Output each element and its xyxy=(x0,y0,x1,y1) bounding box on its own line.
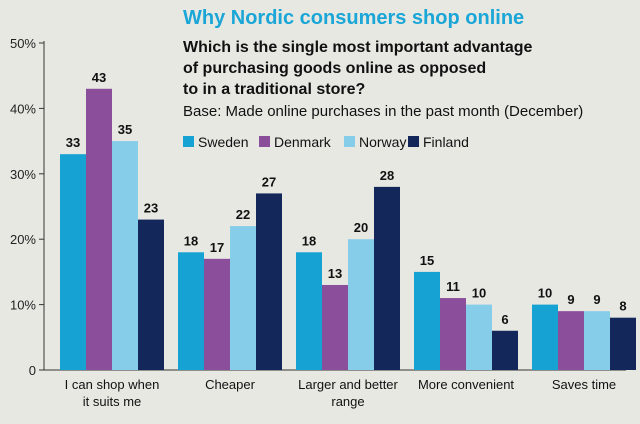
bar-finland-4 xyxy=(610,317,636,370)
value-label-norway-1: 22 xyxy=(236,207,250,222)
legend-swatch-denmark xyxy=(259,136,270,147)
value-label-finland-3: 6 xyxy=(501,312,508,327)
bar-sweden-0 xyxy=(60,154,86,370)
bar-sweden-1 xyxy=(178,252,204,370)
legend-label-finland: Finland xyxy=(423,134,469,150)
legend-swatch-sweden xyxy=(183,136,194,147)
y-tick-label: 10% xyxy=(10,298,36,313)
chart-base-note: Base: Made online purchases in the past … xyxy=(183,103,583,120)
bar-finland-1 xyxy=(256,193,282,370)
category-label-0: it suits me xyxy=(83,394,142,409)
bar-norway-4 xyxy=(584,311,610,370)
legend-swatch-norway xyxy=(344,136,355,147)
x-axis-labels: I can shop when it suits me Cheaper Larger … xyxy=(65,377,617,409)
y-tick-label: 50% xyxy=(10,36,36,51)
value-label-finland-0: 23 xyxy=(144,201,158,216)
value-label-sweden-3: 15 xyxy=(420,253,434,268)
bar-denmark-2 xyxy=(322,284,348,370)
bar-finland-0 xyxy=(138,219,164,370)
y-tick-label: 20% xyxy=(10,232,36,247)
category-label-3: More convenient xyxy=(418,377,514,392)
y-tick-label: 30% xyxy=(10,167,36,182)
value-label-denmark-4: 9 xyxy=(567,292,574,307)
legend-label-sweden: Sweden xyxy=(198,134,249,150)
category-label-2: Larger and better xyxy=(298,377,398,392)
value-label-finland-1: 27 xyxy=(262,174,276,189)
bar-sweden-4 xyxy=(532,304,558,370)
legend-label-denmark: Denmark xyxy=(274,134,332,150)
category-label-2: range xyxy=(331,394,364,409)
value-label-norway-2: 20 xyxy=(354,220,368,235)
bar-denmark-3 xyxy=(440,298,466,370)
bar-sweden-3 xyxy=(414,271,440,370)
value-label-norway-0: 35 xyxy=(118,122,132,137)
value-label-denmark-3: 11 xyxy=(446,279,460,294)
category-label-4: Saves time xyxy=(552,377,616,392)
category-label-1: Cheaper xyxy=(205,377,256,392)
value-label-denmark-1: 17 xyxy=(210,240,224,255)
value-label-sweden-2: 18 xyxy=(302,233,316,248)
chart-question-line-2: of purchasing goods online as opposed xyxy=(183,60,486,77)
category-label-0: I can shop when xyxy=(65,377,160,392)
value-label-denmark-2: 13 xyxy=(328,266,342,281)
bar-sweden-2 xyxy=(296,252,322,370)
chart-title: Why Nordic consumers shop online xyxy=(183,7,524,29)
value-label-denmark-0: 43 xyxy=(92,70,106,85)
legend: Sweden Denmark Norway Finland xyxy=(183,134,469,150)
y-tick-label: 0 xyxy=(29,363,36,378)
bar-finland-2 xyxy=(374,186,400,370)
chart-question-line-1: Which is the single most important advan… xyxy=(183,39,532,56)
value-label-norway-4: 9 xyxy=(593,292,600,307)
bar-norway-2 xyxy=(348,239,374,370)
bar-denmark-0 xyxy=(86,88,112,370)
bar-denmark-1 xyxy=(204,258,230,370)
value-label-sweden-4: 10 xyxy=(538,286,552,301)
value-label-norway-3: 10 xyxy=(472,286,486,301)
y-tick-label: 40% xyxy=(10,101,36,116)
value-label-sweden-1: 18 xyxy=(184,233,198,248)
value-label-sweden-0: 33 xyxy=(66,135,80,150)
bar-denmark-4 xyxy=(558,311,584,370)
value-label-finland-2: 28 xyxy=(380,168,394,183)
bar-norway-3 xyxy=(466,304,492,370)
bar-finland-3 xyxy=(492,330,518,370)
chart-question-line-3: to in a traditional store? xyxy=(183,81,365,98)
value-label-finland-4: 8 xyxy=(619,299,626,314)
legend-label-norway: Norway xyxy=(359,134,406,150)
legend-swatch-finland xyxy=(408,136,419,147)
bar-norway-0 xyxy=(112,141,138,370)
bar-norway-1 xyxy=(230,226,256,370)
bars: 33 43 35 23 18 17 22 27 18 13 20 28 15 11 10 6 10 9 9 8 xyxy=(60,70,636,370)
